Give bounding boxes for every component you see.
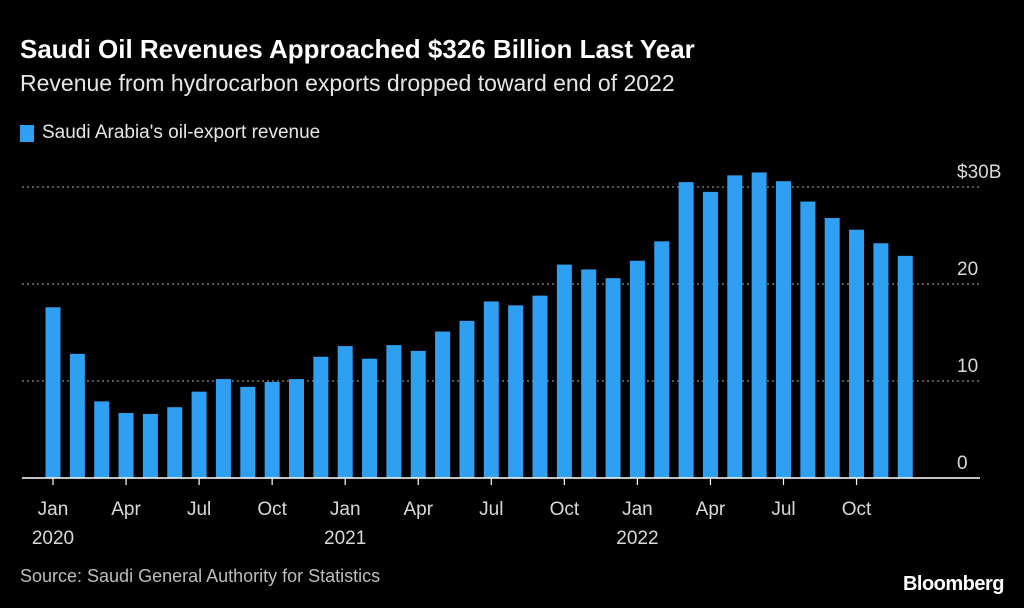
bar (702, 191, 718, 478)
x-tick-label: Apr (696, 499, 726, 520)
x-year-label: 2021 (324, 528, 366, 549)
bar (69, 353, 85, 478)
bar (337, 346, 353, 478)
bar (508, 305, 524, 478)
x-tick-label: Jul (479, 499, 503, 520)
chart-title: Saudi Oil Revenues Approached $326 Billi… (20, 34, 695, 64)
bar (215, 379, 231, 478)
bar (386, 345, 402, 478)
legend-swatch (20, 124, 34, 142)
bar (897, 255, 913, 478)
bar (483, 301, 499, 478)
source-note: Source: Saudi General Authority for Stat… (20, 566, 381, 586)
bar (581, 269, 597, 478)
x-tick-label: Jul (187, 499, 211, 520)
x-year-label: 2022 (616, 528, 658, 549)
bar (264, 381, 280, 478)
x-tick-label: Jan (38, 499, 69, 520)
x-year-label: 2020 (32, 528, 74, 549)
bar (727, 175, 743, 479)
bar (678, 182, 694, 478)
chart-legend: Saudi Arabia's oil-export revenue (20, 122, 320, 144)
bar (824, 218, 840, 479)
bar (629, 260, 645, 478)
legend-label: Saudi Arabia's oil-export revenue (42, 122, 321, 143)
bar (289, 379, 304, 478)
bar (654, 241, 670, 478)
bar (849, 229, 865, 478)
x-tick-label: Apr (111, 499, 141, 520)
x-tick-label: Oct (257, 499, 287, 520)
y-tick-label: 20 (957, 259, 978, 280)
x-tick-label: Oct (550, 499, 580, 520)
bar (167, 407, 183, 478)
bar (118, 413, 134, 478)
bar (240, 386, 256, 478)
bar (142, 413, 158, 478)
bar (435, 331, 451, 478)
x-tick-label: Oct (842, 499, 872, 520)
bar (532, 295, 548, 478)
bar (776, 181, 791, 478)
bar (800, 201, 816, 479)
bar (45, 307, 61, 478)
y-tick-label: 0 (957, 453, 968, 474)
y-tick-label: $30B (957, 162, 1001, 183)
bar (751, 172, 767, 478)
chart-subtitle: Revenue from hydrocarbon exports dropped… (20, 70, 675, 96)
x-tick-label: Apr (403, 499, 433, 520)
bar (605, 278, 621, 478)
y-tick-label: 10 (957, 356, 978, 377)
x-tick-label: Jan (622, 499, 653, 520)
x-tick-label: Jan (330, 499, 361, 520)
bar (362, 358, 378, 478)
bar (459, 320, 475, 478)
x-tick-label: Jul (771, 499, 795, 520)
bar (556, 264, 572, 478)
bar (410, 350, 426, 478)
bloomberg-logo: Bloomberg (902, 573, 1005, 595)
bar (94, 401, 110, 478)
bar (873, 243, 889, 478)
bar (313, 356, 329, 478)
bar (191, 391, 207, 478)
